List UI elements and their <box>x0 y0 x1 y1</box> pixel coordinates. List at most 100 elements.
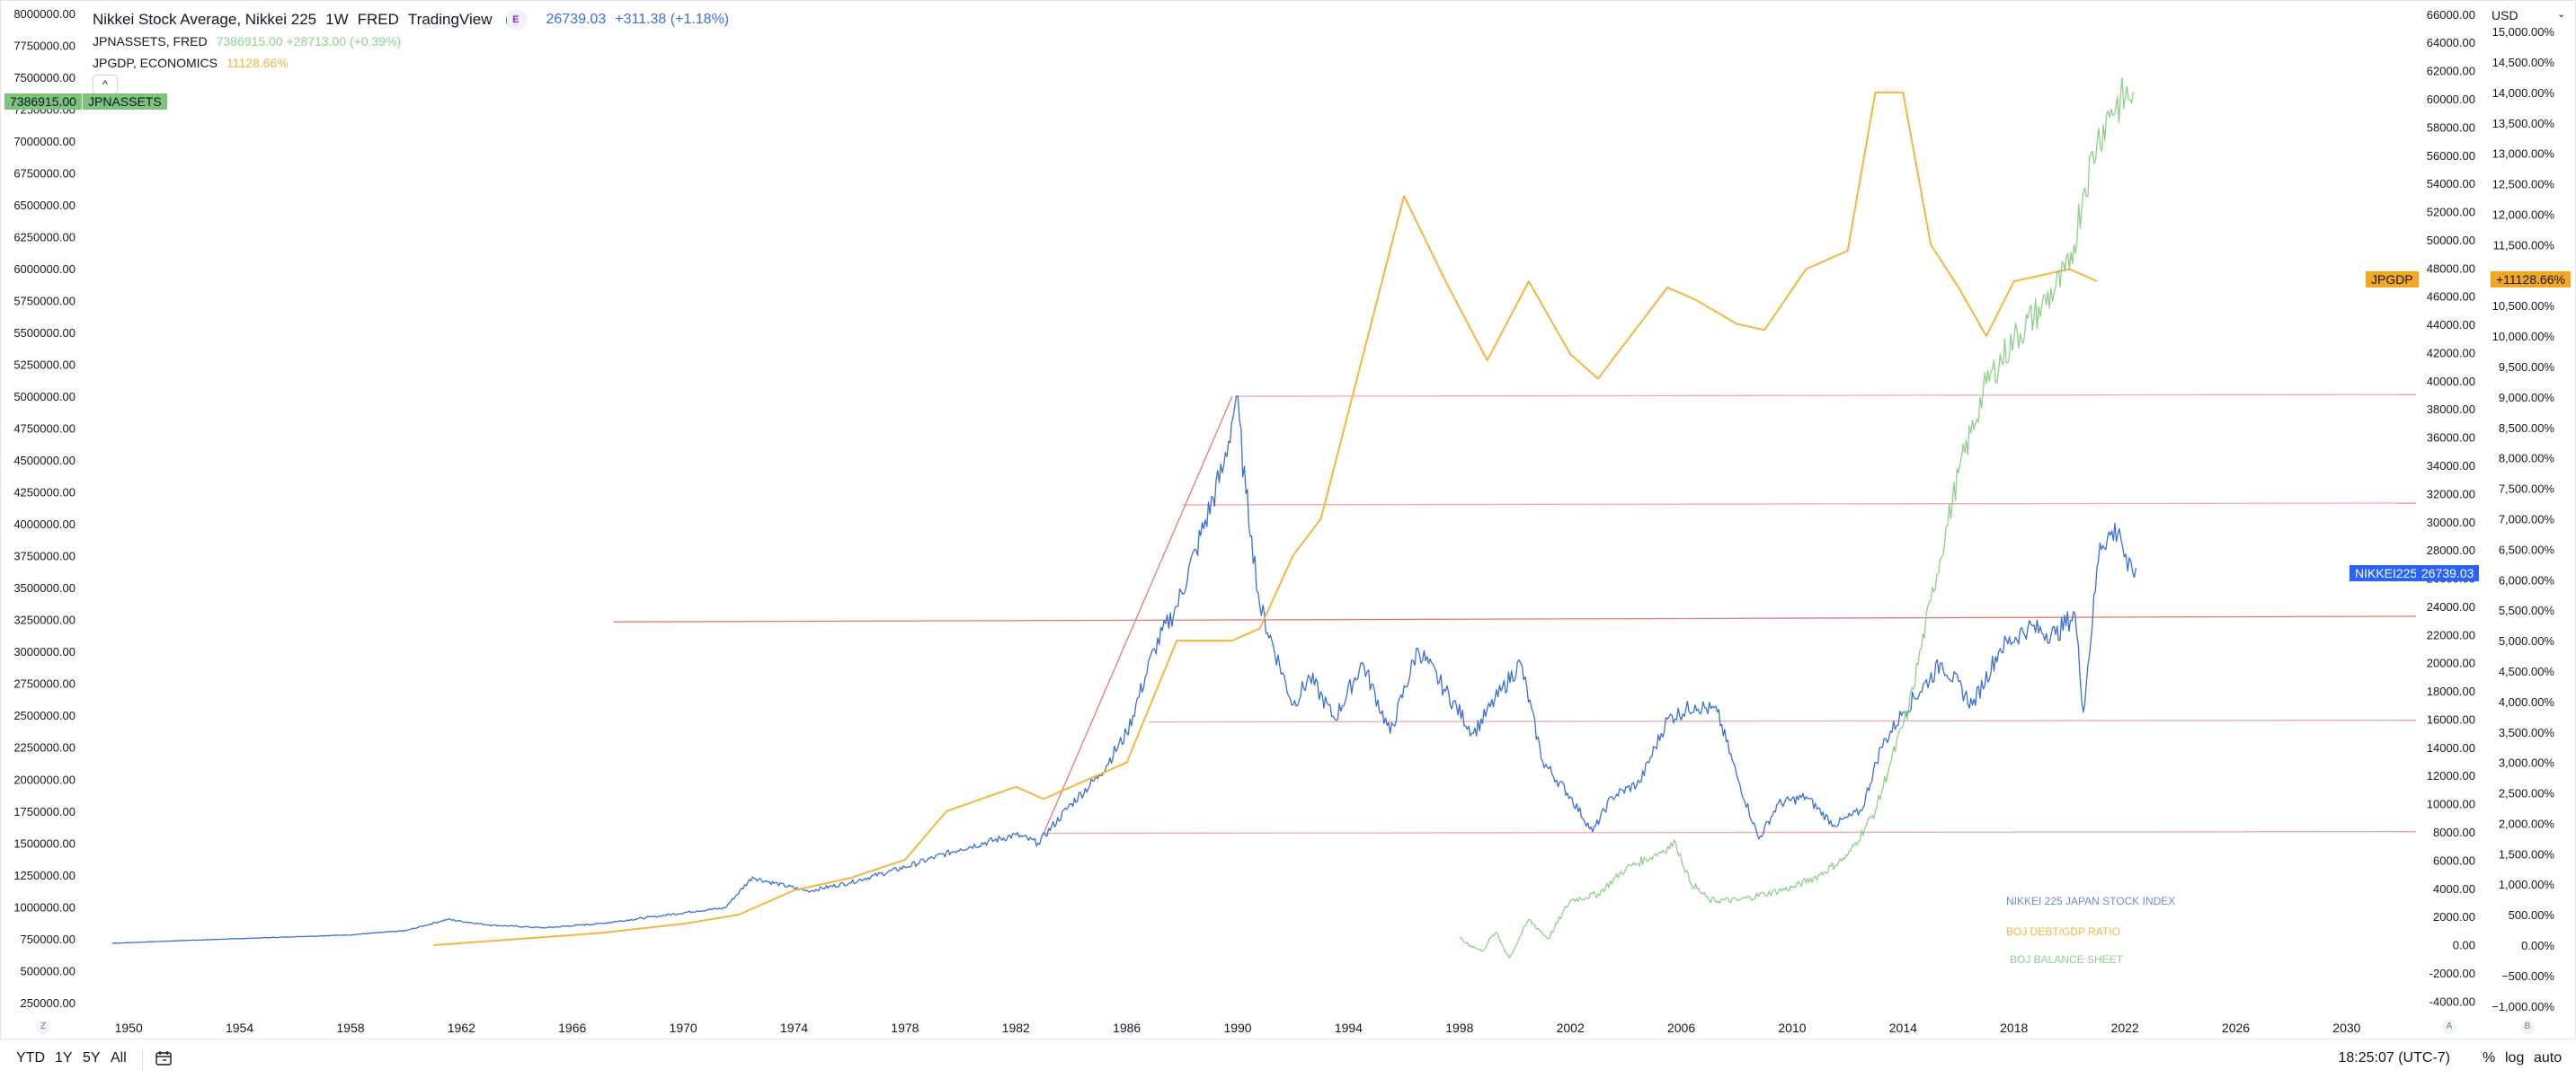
clock-timezone[interactable]: 18:25:07 (UTC-7) <box>2338 1050 2451 1066</box>
time-axis-tick-label: 1970 <box>670 1021 697 1035</box>
time-axis-tick-label: 1966 <box>558 1021 586 1035</box>
left-axis-tick-label: 7000000.00 <box>13 135 76 148</box>
price-axis-tick-label: 10000.00 <box>2427 798 2475 811</box>
percent-axis-tick-label: 15,000.00% <box>2492 25 2555 39</box>
price-axis-tick-label: 22000.00 <box>2427 628 2475 641</box>
left-axis-tick-label: 4250000.00 <box>13 486 76 500</box>
percent-scale-button[interactable]: % <box>2483 1050 2496 1066</box>
price-axis-tick-label: 2000.00 <box>2433 910 2475 924</box>
left-axis: 250000.00 500000.00 750000.00 1000000.00 125… <box>13 7 76 1010</box>
price-axis-tick-label: 24000.00 <box>2427 600 2475 614</box>
assets-title[interactable]: JPNASSETS, FRED <box>93 34 208 49</box>
left-axis-tick-label: 3250000.00 <box>13 614 76 627</box>
left-axis-tick-label: 5750000.00 <box>13 295 76 308</box>
corner-z-button[interactable]: Z <box>36 1020 50 1034</box>
left-axis-tick-label: 1250000.00 <box>13 869 76 882</box>
time-axis-tick-label: 2026 <box>2222 1021 2250 1035</box>
nikkei-axis-tag-label: NIKKEI225 <box>2349 565 2423 581</box>
range-1y-button[interactable]: 1Y <box>55 1050 73 1066</box>
currency-label[interactable]: USD <box>2492 8 2518 22</box>
percent-axis-tick-label: 13,000.00% <box>2492 147 2555 161</box>
trend-line[interactable] <box>1043 395 1233 834</box>
price-axis-tick-label: 30000.00 <box>2427 516 2475 529</box>
drawing-layer <box>613 394 2417 835</box>
symbol-title[interactable]: Nikkei Stock Average, Nikkei 225 <box>93 11 317 28</box>
left-axis-tick-label: 5500000.00 <box>13 326 76 340</box>
price-axis-tick-label: 18000.00 <box>2427 685 2475 698</box>
price-axis-tick-label: 46000.00 <box>2427 290 2475 304</box>
corner-a-button[interactable]: A <box>2442 1020 2456 1034</box>
left-axis-tick-label: 5250000.00 <box>13 358 76 372</box>
nikkei-axis-tag-value: 26739.03 <box>2416 565 2480 581</box>
assets-change: +28713.00 (+0.39%) <box>286 34 402 49</box>
percent-axis-tick-label: 3,500.00% <box>2499 726 2555 739</box>
left-axis-tick-label: 750000.00 <box>21 933 76 946</box>
price-axis-tick-label: 54000.00 <box>2427 177 2475 190</box>
time-axis-tick-label: 1982 <box>1002 1021 1030 1035</box>
legend-gdp[interactable]: JPGDP, ECONOMICS 11128.66% <box>93 52 738 74</box>
price-axis-tick-label: 28000.00 <box>2427 544 2475 557</box>
left-axis-tick-label: 2750000.00 <box>13 677 76 691</box>
percent-axis-tick-label: 5,000.00% <box>2499 634 2555 648</box>
main-value: 26739.03 <box>546 12 607 27</box>
legend-collapse-button[interactable]: ^ <box>93 75 118 94</box>
percent-axis-tick-label: 12,500.00% <box>2492 178 2555 191</box>
range-all-button[interactable]: All <box>111 1050 127 1066</box>
price-axis-tick-label: 12000.00 <box>2427 769 2475 783</box>
left-axis-tick-label: 4750000.00 <box>13 422 76 436</box>
horizontal-ray[interactable] <box>1044 830 2417 835</box>
horizontal-ray[interactable] <box>1149 719 2417 723</box>
publisher: TradingView <box>407 11 493 28</box>
auto-scale-button[interactable]: auto <box>2534 1050 2563 1066</box>
log-scale-button[interactable]: log <box>2505 1050 2525 1066</box>
left-axis-tick-label: 6750000.00 <box>13 167 76 181</box>
left-axis-tick-label: 1500000.00 <box>13 836 76 850</box>
interval[interactable]: 1W <box>325 11 349 28</box>
time-axis-tick-label: 1950 <box>115 1021 143 1035</box>
price-axis-tick-label: 4000.00 <box>2433 882 2475 896</box>
range-ytd-button[interactable]: YTD <box>16 1050 45 1066</box>
horizontal-ray[interactable] <box>1182 502 2417 506</box>
horizontal-ray[interactable] <box>1234 394 2417 397</box>
time-axis-tick-label: 2030 <box>2332 1021 2360 1035</box>
corner-b-button[interactable]: B <box>2520 1020 2535 1034</box>
range-5y-button[interactable]: 5Y <box>83 1050 101 1066</box>
percent-axis-tick-label: 7,000.00% <box>2499 512 2555 526</box>
legend-assets[interactable]: JPNASSETS, FRED 7386915.00 +28713.00 (+0… <box>93 31 738 52</box>
gdp-title[interactable]: JPGDP, ECONOMICS <box>93 56 218 70</box>
annotation-nikkei: NIKKEI 225 JAPAN STOCK INDEX <box>2006 895 2175 907</box>
series-line-nikkei225[interactable] <box>111 395 2137 944</box>
time-axis-tick-label: 1990 <box>1223 1021 1251 1035</box>
price-axis-tick-label: 42000.00 <box>2427 346 2475 359</box>
price-axis-tick-label: 14000.00 <box>2427 741 2475 755</box>
calendar-range-icon[interactable] <box>155 1049 173 1072</box>
chevron-down-icon[interactable]: ⌄ <box>2557 9 2566 20</box>
left-axis-tick-label: 6500000.00 <box>13 199 76 212</box>
left-axis-tick-label: 500000.00 <box>21 964 76 977</box>
percent-axis-tick-label: 9,000.00% <box>2499 391 2555 404</box>
percent-axis-tick-label: 9,500.00% <box>2499 360 2555 374</box>
series-line-jpnassets[interactable] <box>1459 76 2135 959</box>
percent-axis-tick-label: 1,000.00% <box>2499 878 2555 891</box>
percent-axis-tick-label: 8,500.00% <box>2499 421 2555 435</box>
trend-line[interactable] <box>613 615 2417 623</box>
annotation-balance: BOJ BALANCE SHEET <box>2010 953 2124 966</box>
left-axis-tick-label: 8000000.00 <box>13 7 76 21</box>
left-axis-tick-label: 4500000.00 <box>13 454 76 467</box>
legend-main[interactable]: Nikkei Stock Average, Nikkei 225 1W FRED… <box>93 9 738 31</box>
time-axis-tick-label: 1958 <box>336 1021 364 1035</box>
price-axis-tick-label: 62000.00 <box>2427 65 2475 78</box>
market-status-pill[interactable]: E <box>506 9 529 31</box>
events-badge[interactable]: E <box>512 13 520 27</box>
percent-axis-tick-label: −500.00% <box>2501 969 2554 983</box>
series-line-jpgdp[interactable] <box>433 91 2098 946</box>
percent-axis-tick-label: 13,500.00% <box>2492 117 2555 130</box>
price-axis-tick-label: 34000.00 <box>2427 459 2475 473</box>
right-percent-axis: −1,000.00% −500.00% 0.00% 500.00% 1,000.00% 1… <box>2492 25 2554 1013</box>
percent-axis-tick-label: 3,000.00% <box>2499 756 2555 770</box>
price-axis-tick-label: 56000.00 <box>2427 149 2475 163</box>
toolbar-divider <box>142 1048 143 1070</box>
price-axis-tick-label: 66000.00 <box>2427 8 2475 22</box>
percent-axis-tick-label: 12,000.00% <box>2492 208 2555 222</box>
